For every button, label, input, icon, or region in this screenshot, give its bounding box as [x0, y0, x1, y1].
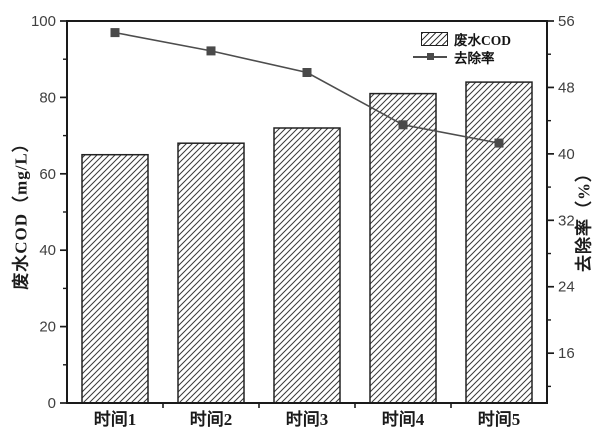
- bar-时间5: [465, 81, 533, 404]
- left-tick-label: 100: [31, 13, 56, 30]
- left-y-axis-label: 废水COD（mg/L）: [11, 134, 31, 290]
- line-marker-point: [206, 46, 216, 56]
- legend-cod-label: 废水COD: [454, 32, 511, 48]
- right-y-axis-label: 去除率（%）: [574, 164, 594, 272]
- legend: 废水COD 去除率: [412, 31, 511, 66]
- legend-square-marker: [427, 53, 434, 60]
- legend-item-cod: 废水COD: [412, 31, 511, 48]
- x-category-label: 时间2: [190, 409, 233, 429]
- line-marker-point: [494, 138, 504, 148]
- left-tick-label: 0: [48, 395, 56, 412]
- bar-时间3: [273, 127, 341, 404]
- left-tick-label: 60: [39, 166, 56, 183]
- legend-removal-icon-box: [412, 52, 448, 61]
- left-tick-label: 20: [39, 319, 56, 336]
- line-marker-point: [110, 28, 120, 38]
- hatched-bar-swatch-icon: [420, 31, 448, 46]
- bar-时间2: [177, 142, 245, 404]
- right-tick-label: 56: [558, 13, 575, 30]
- line-square-marker-icon: [413, 52, 447, 61]
- right-tick-label: 48: [558, 79, 575, 96]
- left-tick-label: 80: [39, 89, 56, 106]
- bar-时间4: [369, 92, 437, 404]
- x-category-label: 时间5: [478, 409, 521, 429]
- x-category-label: 时间3: [286, 409, 329, 429]
- line-marker-point: [398, 120, 408, 130]
- legend-item-removal: 去除率: [412, 49, 511, 66]
- legend-cod-icon-box: [412, 31, 448, 46]
- bar-时间1: [81, 153, 149, 404]
- right-tick-label: 32: [558, 212, 575, 229]
- left-tick-label: 40: [39, 242, 56, 259]
- right-tick-label: 24: [558, 279, 575, 296]
- x-category-label: 时间1: [94, 409, 137, 429]
- right-tick-label: 40: [558, 146, 575, 163]
- right-tick-label: 16: [558, 345, 575, 362]
- line-marker-point: [302, 68, 312, 77]
- x-category-label: 时间4: [382, 409, 425, 429]
- legend-removal-label: 去除率: [454, 50, 495, 66]
